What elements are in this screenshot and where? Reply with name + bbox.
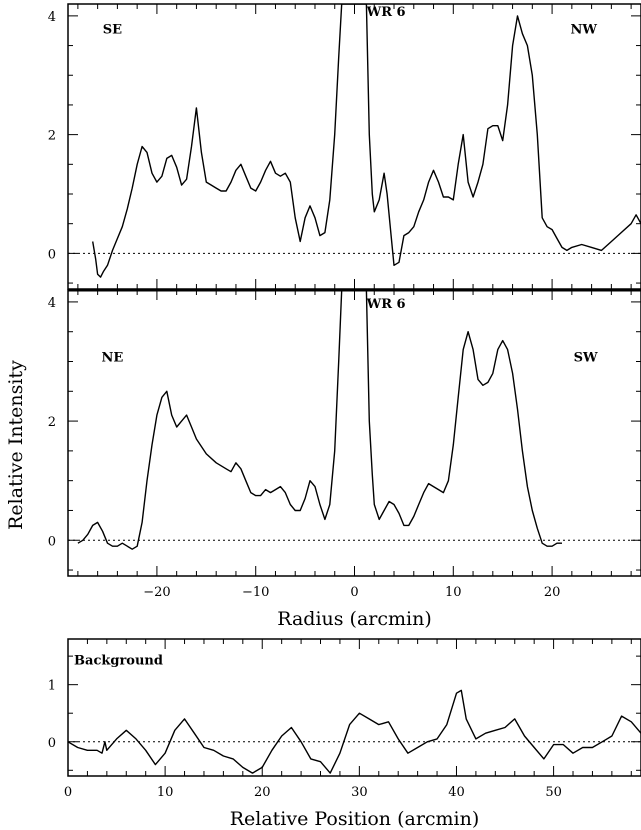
series-line-top-0 — [92, 4, 641, 278]
y-tick-label: 1 — [48, 679, 56, 694]
y-tick-label: 4 — [48, 10, 56, 25]
x-tick-label: 20 — [254, 785, 271, 800]
x-tick-label: −10 — [242, 585, 269, 600]
x-tick-label: −20 — [143, 585, 170, 600]
x-tick-label: 0 — [64, 785, 72, 800]
x-tick-label: 40 — [448, 785, 465, 800]
annotation-label: WR 6 — [366, 297, 406, 312]
y-axis-title: Relative Intensity — [5, 360, 27, 530]
x-tick-label: 30 — [351, 785, 368, 800]
y-tick-label: 0 — [48, 247, 56, 262]
x-tick-label: 10 — [445, 585, 462, 600]
annotation-label: NE — [102, 351, 124, 366]
annotation-label: Background — [74, 654, 163, 669]
x-tick-label: 50 — [545, 785, 562, 800]
panel-middle: 0 2 4 −20 −10 0 10 20 NE WR 6 SW Radius (arcmin) — [48, 289, 641, 630]
annotation-label: NW — [570, 23, 597, 38]
x-tick-label: 20 — [544, 585, 561, 600]
annotation-label: SE — [103, 23, 122, 38]
plot-frame-bottom — [67, 638, 641, 777]
x-axis-title: Relative Position (arcmin) — [230, 808, 480, 830]
y-tick-label: 2 — [48, 415, 56, 430]
series-line-middle-0 — [77, 290, 562, 550]
x-tick-label: 10 — [157, 785, 174, 800]
x-axis-title: Radius (arcmin) — [277, 608, 432, 630]
y-tick-label: 0 — [48, 736, 56, 751]
panel-top: 0 2 4 SE WR 6 NW — [48, 3, 641, 290]
annotation-label: WR 6 — [366, 5, 406, 20]
y-tick-label: 4 — [48, 296, 56, 311]
series-line-bottom-0 — [68, 689, 641, 774]
y-tick-label: 0 — [48, 534, 56, 549]
x-tick-label: 0 — [350, 585, 358, 600]
y-tick-label: 2 — [48, 129, 56, 144]
plot-frame-top — [67, 3, 641, 290]
annotation-label: SW — [574, 351, 598, 366]
